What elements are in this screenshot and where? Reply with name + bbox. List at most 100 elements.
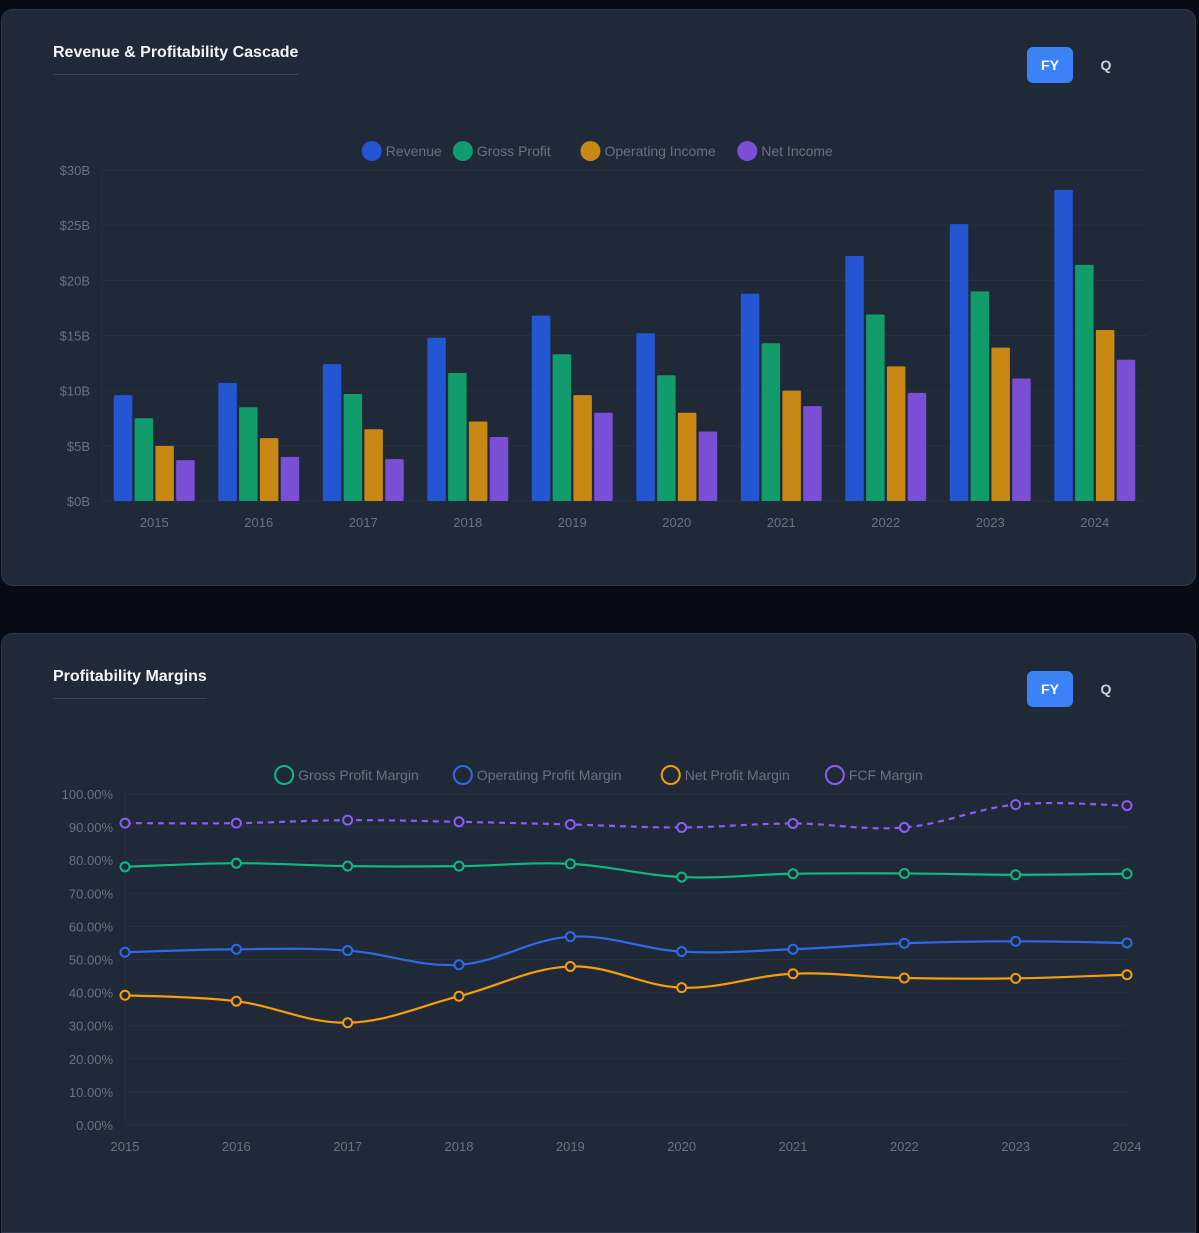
x-tick-label: 2018 [453,515,482,530]
x-tick-label: 2022 [871,515,900,530]
y-tick-label: 0.00% [76,1118,113,1133]
x-tick-label: 2021 [779,1139,808,1154]
x-tick-label: 2022 [890,1139,919,1154]
bar [636,333,655,501]
bar [427,337,446,501]
x-tick-label: 2020 [662,515,691,530]
fy-toggle-button[interactable]: FY [1027,671,1073,707]
data-point [453,959,465,971]
bar [218,382,237,501]
x-tick-label: 2015 [111,1139,140,1154]
data-point [898,972,910,984]
data-point [676,982,688,994]
bar [1054,189,1073,502]
bar [113,395,133,501]
data-point [1121,800,1133,812]
bar [552,354,572,501]
bar [594,412,613,501]
bar [489,437,509,501]
y-tick-label: 20.00% [69,1052,114,1067]
legend-label: FCF Margin [849,767,923,783]
bar [866,314,885,501]
panel-title: Profitability Margins [53,668,207,699]
data-point [564,931,576,943]
bar [803,406,822,501]
legend-swatch [824,765,845,785]
data-point [787,943,799,955]
y-tick-label: $20B [60,273,90,288]
bar [845,256,864,501]
x-tick-label: 2017 [333,1139,362,1154]
legend-swatch [660,765,681,785]
margins-line-chart: 0.00% 10.00% 20.00% 30.00% 40.00% 50.00% 60.00… [62,765,1141,1154]
legend-swatch [274,765,295,785]
data-point [230,857,242,869]
y-tick-label: $5B [67,439,90,454]
legend-swatch [737,141,758,161]
legend-label: Net Profit Margin [685,767,790,783]
legend-label: Net Income [761,143,833,159]
y-tick-label: $25B [60,218,90,233]
legend-swatch [580,141,601,161]
y-tick-label: 100.00% [62,787,114,802]
data-point [230,995,242,1007]
data-point [787,868,799,880]
legend-label: Operating Income [604,143,715,159]
data-point [1121,868,1133,880]
bar [468,421,488,501]
legend-swatch [452,141,473,161]
bar [970,291,990,501]
data-point [564,818,576,830]
legend-swatch [452,765,473,785]
bar [259,438,279,501]
bar [698,431,718,501]
legend-item: Gross Profit Margin [274,765,419,785]
bar [239,407,258,501]
data-point [676,871,688,883]
legend-item: Revenue [361,141,442,161]
legend-label: Gross Profit Margin [298,767,419,783]
legend-label: Revenue [386,143,442,159]
data-point [1121,937,1133,949]
y-tick-label: 30.00% [69,1019,114,1034]
x-tick-label: 2019 [558,515,587,530]
y-tick-label: 90.00% [69,820,114,835]
x-tick-label: 2017 [349,515,378,530]
quarter-toggle-button[interactable]: Q [1083,47,1129,83]
data-point [1010,972,1022,984]
bar [1075,264,1094,501]
data-point [564,858,576,870]
legend-label: Operating Profit Margin [477,767,622,783]
data-point [564,960,576,972]
period-toggle: FY Q [1027,47,1129,83]
data-point [1010,799,1022,811]
bar [1012,378,1031,501]
y-tick-label: 60.00% [69,919,114,934]
panel-title: Revenue & Profitability Cascade [53,44,299,75]
bar [134,418,154,501]
revenue-cascade-panel: Revenue & Profitability Cascade FY Q $0B… [1,9,1196,586]
series-line [124,862,1128,879]
bar [782,390,801,501]
bar [343,393,363,501]
data-point [787,968,799,980]
data-point [676,821,688,833]
bar [907,392,927,501]
x-tick-label: 2018 [445,1139,474,1154]
bar [991,347,1010,501]
bar [155,445,174,501]
x-tick-label: 2020 [667,1139,696,1154]
chart-legend: Revenue Gross Profit Operating Income Net I… [361,141,833,161]
y-tick-label: $10B [60,384,90,399]
bar [1095,329,1115,501]
bar [677,412,697,501]
series-line [124,801,1128,830]
data-point [342,945,354,957]
fy-toggle-button[interactable]: FY [1027,47,1073,83]
data-point [119,817,131,829]
data-point [453,990,465,1002]
quarter-toggle-button[interactable]: Q [1083,671,1129,707]
legend-item: Net Profit Margin [660,765,790,785]
y-tick-label: 10.00% [69,1085,114,1100]
y-tick-label: $0B [67,494,90,509]
